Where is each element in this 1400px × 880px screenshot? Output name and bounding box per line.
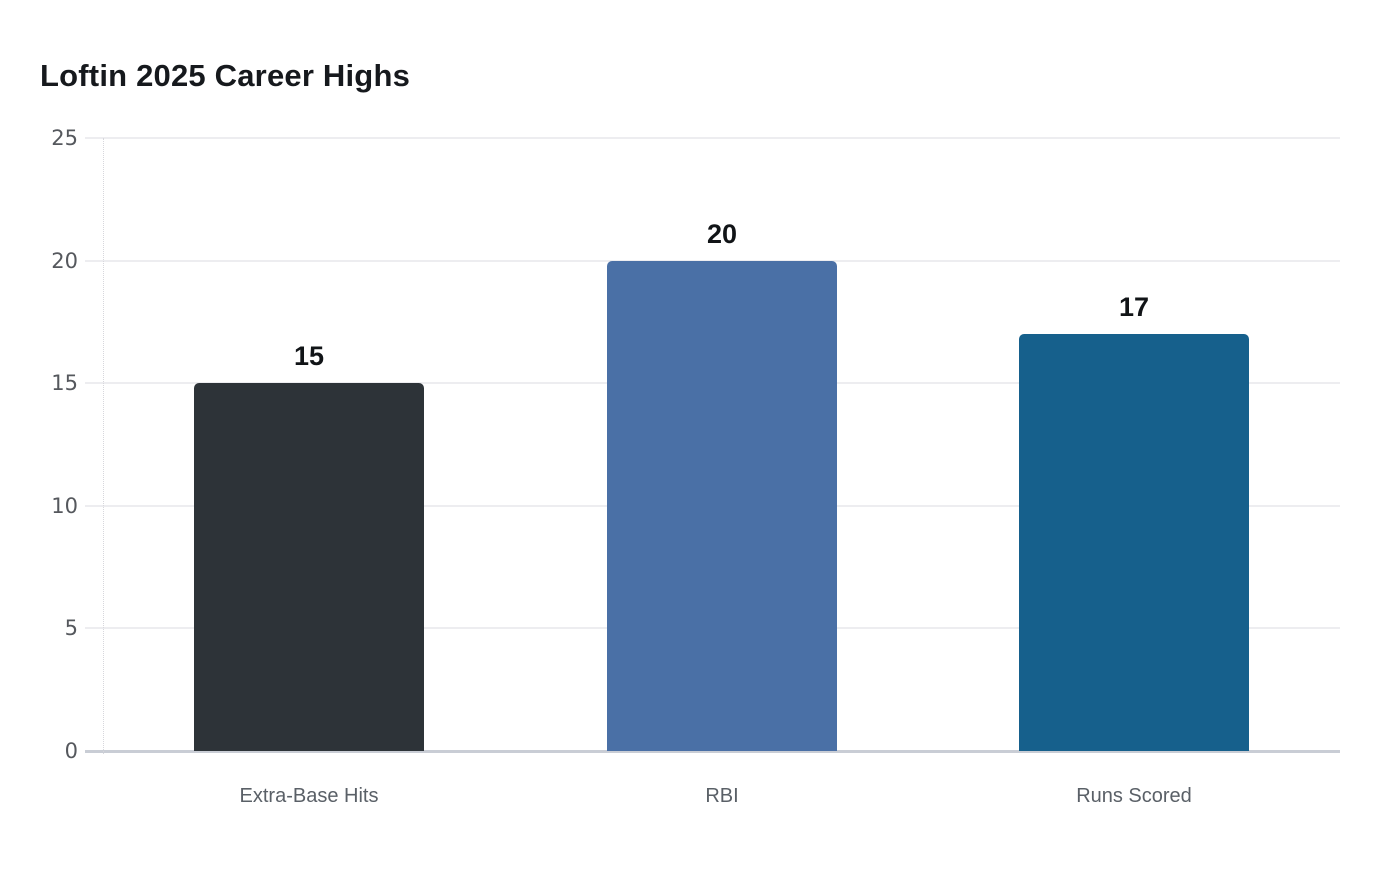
y-tick-label: 0 xyxy=(64,739,78,763)
y-tick-label: 10 xyxy=(51,493,78,518)
x-category-label: Extra-Base Hits xyxy=(239,785,379,807)
chart-title: Loftin 2025 Career Highs xyxy=(40,58,411,93)
x-category-label: RBI xyxy=(705,785,739,807)
x-category-label: Runs Scored xyxy=(1076,785,1192,807)
y-axis-line xyxy=(103,138,104,754)
bar-value-label: 17 xyxy=(1118,292,1150,322)
bar-runs-scored xyxy=(1019,334,1249,751)
x-axis-line xyxy=(85,750,1340,753)
bar-value-label: 15 xyxy=(293,341,325,371)
bar-rbi xyxy=(607,261,837,751)
bar-value-label: 20 xyxy=(706,219,738,249)
gridline xyxy=(85,259,1340,262)
y-tick-label: 20 xyxy=(51,248,78,273)
y-tick-label: 25 xyxy=(51,126,78,150)
y-tick-label: 5 xyxy=(64,616,78,641)
bar-extra-base-hits xyxy=(194,383,424,751)
gridline xyxy=(85,137,1340,139)
y-tick-label: 15 xyxy=(51,371,78,396)
